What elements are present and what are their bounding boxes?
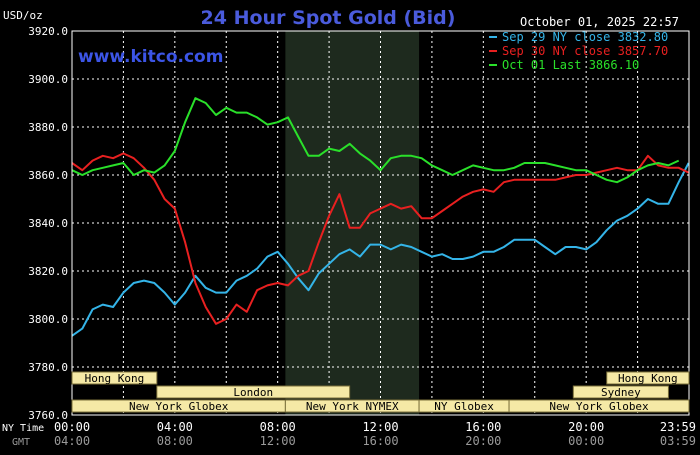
session-label: Hong Kong [618,372,678,385]
session-label: Hong Kong [85,372,145,385]
session-label: London [233,386,273,399]
session-label: NY Globex [434,400,494,413]
series-line-1 [71,152,690,325]
x-tick-label-gmt: 16:00 [362,434,398,448]
x-row-label-gmt: GMT [12,437,30,448]
gridlines [72,31,689,415]
x-tick-label-gmt: 04:00 [54,434,90,448]
y-tick-label: 3880.0 [28,121,68,134]
session-label: Sydney [601,386,641,399]
x-tick-label-gmt: 03:59 [660,434,696,448]
x-tick-label-ny: 16:00 [465,420,501,434]
chart-title: 24 Hour Spot Gold (Bid) [201,7,456,29]
legend-entry-1: Sep 30 NY close 3857.70 [502,44,668,58]
y-axis-ticks: 3760.0 3780.0 3800.0 3820.0 3840.0 3860.0 3880… [28,25,68,422]
x-tick-label-ny: 23:59 [660,420,696,434]
session-bar [606,371,690,385]
series-line-0 [71,162,690,337]
session-label: New York Globex [549,400,649,413]
plot-frame [71,30,690,416]
x-axis-ticks: NY TimeGMT00:0004:0004:0008:0008:0012:00… [2,420,696,448]
price-series [71,97,690,337]
session-label: New York NYMEX [306,400,399,413]
legend-entry-2: Oct 01 Last 3866.10 [502,58,639,72]
y-tick-label: 3840.0 [28,217,68,230]
y-tick-label: 3760.0 [28,409,68,422]
y-tick-label: 3820.0 [28,265,68,278]
y-tick-label: 3900.0 [28,73,68,86]
y-tick-label: 3860.0 [28,169,68,182]
y-tick-label: 3800.0 [28,313,68,326]
x-tick-label-ny: 20:00 [568,420,604,434]
x-tick-label-gmt: 00:00 [568,434,604,448]
timestamp: October 01, 2025 22:57 [520,15,679,29]
x-tick-label-ny: 00:00 [54,420,90,434]
session-bar [508,399,690,413]
series-line-2 [71,97,680,184]
x-tick-label-ny: 08:00 [260,420,296,434]
x-row-label-ny: NY Time [2,423,44,434]
watermark: www.kitco.com [78,47,223,67]
y-tick-label: 3780.0 [28,361,68,374]
x-tick-label-gmt: 12:00 [260,434,296,448]
legend-entry-0: Sep 29 NY close 3832.80 [502,30,668,44]
session-bar [71,371,158,385]
x-tick-label-ny: 12:00 [362,420,398,434]
y-tick-label: 3920.0 [28,25,68,38]
x-tick-label-gmt: 20:00 [465,434,501,448]
session-bar [572,385,669,399]
x-tick-label-gmt: 08:00 [157,434,193,448]
units-label: USD/oz [3,9,43,22]
session-bar [156,385,351,399]
session-label: New York Globex [129,400,229,413]
x-tick-label-ny: 04:00 [157,420,193,434]
